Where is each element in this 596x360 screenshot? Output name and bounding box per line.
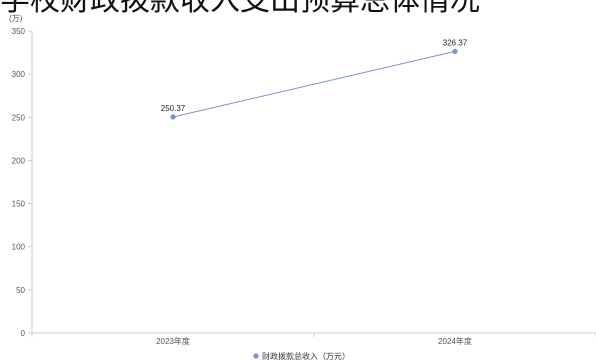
- legend[interactable]: 财政拨款总收入（万元）: [253, 351, 350, 360]
- y-tick-label: 350: [12, 27, 26, 36]
- y-tick-label: 50: [16, 286, 25, 295]
- series-line: [172, 50, 456, 118]
- data-point[interactable]: [452, 48, 458, 54]
- x-tick-label: 2024年度: [438, 336, 472, 346]
- y-tick-label: 150: [12, 200, 26, 209]
- y-tick-label: 300: [12, 70, 26, 79]
- y-tick-label: 250: [12, 113, 26, 122]
- data-label: 250.37: [161, 104, 186, 113]
- y-axis-ticks: 0 50 100 150 200 250 300 350: [12, 27, 32, 338]
- axes: [31, 31, 596, 334]
- x-tick-label: 2023年度: [156, 336, 190, 346]
- y-tick-label: 100: [12, 243, 26, 252]
- data-point[interactable]: [170, 114, 176, 120]
- page-title-cropped: 学校财政拨款收入支出预算总体情况: [0, 0, 480, 18]
- legend-marker: [253, 353, 259, 359]
- y-axis-unit: (万): [9, 14, 23, 23]
- legend-label: 财政拨款总收入（万元）: [262, 351, 350, 360]
- y-tick-label: 0: [21, 329, 26, 338]
- y-tick-label: 200: [12, 156, 26, 165]
- x-axis-ticks: 2023年度 2024年度: [31, 333, 596, 346]
- series-layer: 250.37 326.37: [161, 38, 468, 120]
- data-label: 326.37: [443, 38, 468, 47]
